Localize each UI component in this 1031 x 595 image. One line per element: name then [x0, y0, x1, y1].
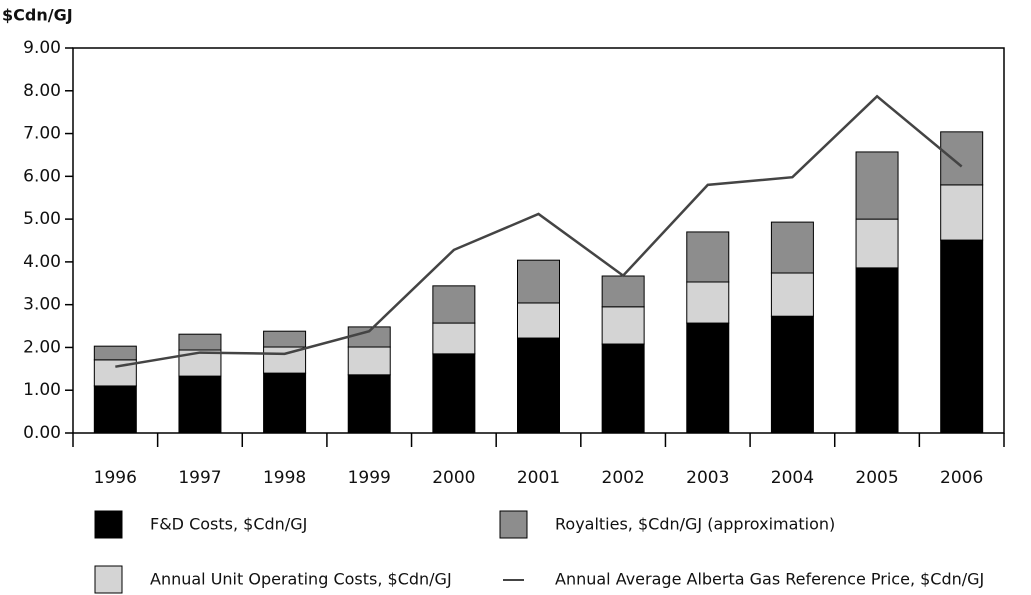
x-tick-label: 1999	[348, 468, 391, 488]
y-tick-label: 1.00	[23, 380, 61, 400]
legend-label: F&D Costs, $Cdn/GJ	[150, 515, 307, 534]
y-tick-label: 4.00	[23, 252, 61, 272]
bar-segment	[601, 306, 645, 345]
bar-segment	[940, 131, 984, 186]
bar-segment	[855, 218, 899, 269]
bar-segment	[517, 337, 560, 434]
x-tick-label: 2005	[855, 468, 898, 488]
legend-swatch	[499, 510, 528, 539]
bar-segment	[940, 184, 984, 241]
legend-swatch	[94, 565, 123, 594]
legend-label: Annual Average Alberta Gas Reference Pri…	[555, 570, 984, 589]
y-axis-title: $Cdn/GJ	[2, 6, 73, 25]
bar-segment	[770, 272, 814, 317]
price-line	[115, 94, 963, 368]
y-tick-label: 2.00	[23, 337, 61, 357]
bar-segment	[432, 322, 476, 355]
bar-segment	[178, 375, 222, 434]
y-tick-label: 5.00	[23, 209, 61, 229]
legend-label: Annual Unit Operating Costs, $Cdn/GJ	[150, 570, 452, 589]
legend-label: Royalties, $Cdn/GJ (approximation)	[555, 515, 835, 534]
bar-segment	[432, 285, 476, 324]
x-tick-label: 1996	[94, 468, 137, 488]
bar-segment	[517, 302, 560, 339]
bar-segment	[93, 345, 137, 361]
x-tick-label: 2004	[771, 468, 814, 488]
bar-segment	[93, 385, 137, 434]
bar-segment	[263, 330, 307, 348]
bar-segment	[178, 333, 222, 351]
bar-segment	[855, 151, 899, 220]
bar-segment	[517, 259, 560, 304]
bar-segment	[686, 231, 730, 283]
bar-segment	[940, 239, 984, 434]
legend-swatch	[94, 510, 123, 539]
bar-segment	[263, 372, 307, 434]
x-tick-label: 2006	[940, 468, 983, 488]
bar-segment	[686, 322, 730, 434]
bar-segment	[347, 374, 391, 434]
bar-segment	[770, 315, 814, 434]
x-tick-label: 1998	[263, 468, 306, 488]
x-tick-label: 1997	[178, 468, 221, 488]
bar-segment	[432, 353, 476, 434]
y-tick-label: 0.00	[23, 423, 61, 443]
y-tick-label: 9.00	[23, 38, 61, 58]
bar-segment	[601, 343, 645, 434]
bar-segment	[347, 346, 391, 376]
y-tick-label: 6.00	[23, 166, 61, 186]
y-tick-label: 7.00	[23, 124, 61, 144]
bar-segment	[686, 281, 730, 324]
y-tick-label: 3.00	[23, 295, 61, 315]
bar-segment	[855, 267, 899, 434]
bar-segment	[601, 275, 645, 308]
y-tick-label: 8.00	[23, 81, 61, 101]
x-tick-label: 2001	[517, 468, 560, 488]
x-tick-label: 2003	[686, 468, 729, 488]
x-tick-label: 2002	[602, 468, 645, 488]
bar-segment	[770, 221, 814, 274]
x-tick-label: 2000	[432, 468, 475, 488]
